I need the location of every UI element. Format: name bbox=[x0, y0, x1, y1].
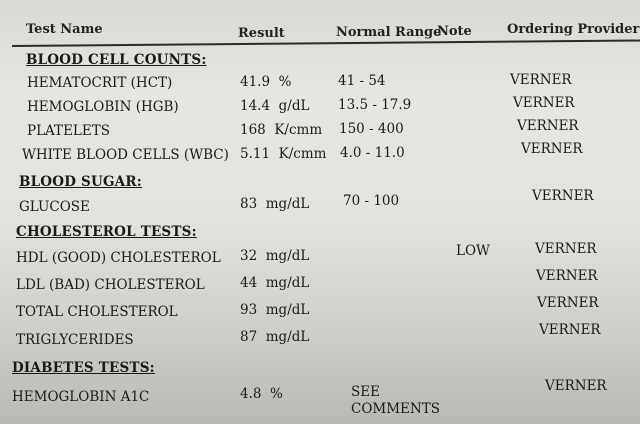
section-title-diabetes-tests: DIABETES TESTS: bbox=[12, 360, 155, 376]
test-name-wbc: WHITE BLOOD CELLS (WBC) bbox=[22, 147, 229, 163]
provider-hemoglobin-a1c: VERNER bbox=[545, 378, 607, 394]
provider-triglycerides: VERNER bbox=[539, 322, 601, 338]
header-note: Note bbox=[437, 24, 472, 39]
provider-hdl: VERNER bbox=[535, 241, 597, 257]
test-name-hemoglobin-a1c: HEMOGLOBIN A1C bbox=[12, 389, 150, 405]
range-wbc: 4.0 - 11.0 bbox=[340, 145, 405, 161]
result-triglycerides: 87 mg/dL bbox=[240, 329, 310, 345]
note-hdl: LOW bbox=[456, 243, 490, 259]
result-platelets: 168 K/cmm bbox=[240, 122, 323, 138]
result-hct: 41.9 % bbox=[240, 74, 292, 90]
test-name-hdl: HDL (GOOD) CHOLESTEROL bbox=[16, 250, 221, 266]
result-ldl: 44 mg/dL bbox=[240, 275, 310, 291]
provider-ldl: VERNER bbox=[536, 268, 598, 284]
test-name-hct: HEMATOCRIT (HCT) bbox=[27, 75, 173, 91]
provider-glucose: VERNER bbox=[532, 188, 594, 204]
result-total-cholesterol: 93 mg/dL bbox=[240, 302, 310, 318]
range-hct: 41 - 54 bbox=[338, 73, 386, 89]
result-glucose: 83 mg/dL bbox=[240, 196, 310, 212]
section-title-blood-cell-counts: BLOOD CELL COUNTS: bbox=[26, 52, 207, 68]
test-name-glucose: GLUCOSE bbox=[19, 199, 90, 215]
range-hgb: 13.5 - 17.9 bbox=[338, 97, 412, 113]
test-name-triglycerides: TRIGLYCERIDES bbox=[16, 332, 134, 348]
result-hgb: 14.4 g/dL bbox=[240, 98, 310, 114]
provider-wbc: VERNER bbox=[521, 141, 583, 157]
test-name-total-cholesterol: TOTAL CHOLESTEROL bbox=[16, 304, 178, 320]
provider-hgb: VERNER bbox=[513, 95, 575, 111]
section-title-cholesterol-tests: CHOLESTEROL TESTS: bbox=[16, 224, 197, 240]
test-name-ldl: LDL (BAD) CHOLESTEROL bbox=[16, 277, 205, 293]
test-name-platelets: PLATELETS bbox=[27, 123, 110, 139]
header-test-name: Test Name bbox=[26, 22, 103, 37]
header-result: Result bbox=[238, 26, 285, 41]
result-hdl: 32 mg/dL bbox=[240, 248, 310, 264]
provider-hct: VERNER bbox=[510, 72, 572, 88]
header-normal-range: Normal Range bbox=[336, 25, 442, 40]
section-title-blood-sugar: BLOOD SUGAR: bbox=[19, 174, 142, 190]
range-platelets: 150 - 400 bbox=[339, 121, 404, 137]
range-glucose: 70 - 100 bbox=[343, 193, 400, 209]
header-divider bbox=[11, 39, 640, 47]
range-hemoglobin-a1c: SEE COMMENTS bbox=[351, 384, 440, 417]
result-hemoglobin-a1c: 4.8 % bbox=[240, 386, 283, 402]
result-wbc: 5.11 K/cmm bbox=[240, 146, 327, 162]
provider-platelets: VERNER bbox=[517, 118, 579, 134]
test-name-hgb: HEMOGLOBIN (HGB) bbox=[27, 99, 179, 115]
header-ordering-provider: Ordering Provider bbox=[507, 22, 640, 37]
provider-total-cholesterol: VERNER bbox=[537, 295, 599, 311]
